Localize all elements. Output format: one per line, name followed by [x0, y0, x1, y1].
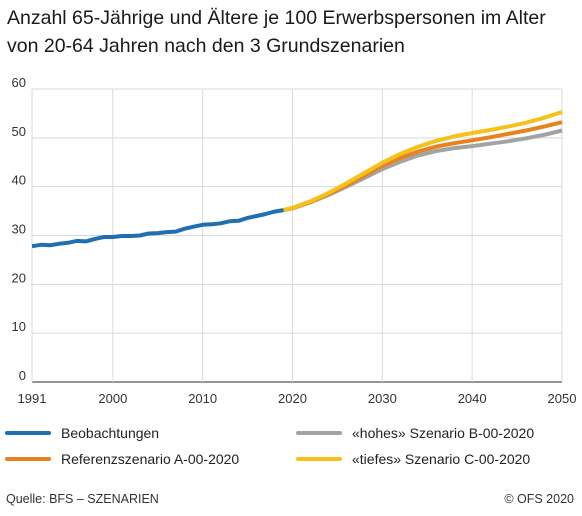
legend-swatch-referenzszenario	[5, 457, 51, 461]
legend-item-beobachtungen: Beobachtungen	[5, 425, 159, 441]
y-tick-label: 30	[12, 222, 26, 237]
legend-swatch-hohes-szenario	[296, 431, 342, 435]
x-tick-label: 2040	[458, 391, 487, 406]
y-tick-label: 10	[12, 319, 26, 334]
chart-grid	[31, 88, 563, 383]
x-tick-label: 2010	[188, 391, 217, 406]
series-line-1	[283, 128, 563, 213]
y-tick-label: 40	[12, 173, 26, 188]
legend-item-hohes-szenario: «hohes» Szenario B-00-2020	[296, 425, 534, 441]
x-tick-label: 2030	[368, 391, 397, 406]
x-tick-label: 2050	[548, 391, 577, 406]
legend-swatch-tiefes-szenario	[296, 457, 342, 461]
y-axis-ticks: 0 10 20 30 40 50 60	[12, 75, 26, 383]
legend-item-referenzszenario: Referenzszenario A-00-2020	[5, 451, 239, 467]
legend-item-tiefes-szenario: «tiefes» Szenario C-00-2020	[296, 451, 530, 467]
x-tick-label: 2020	[278, 391, 307, 406]
y-tick-label: 0	[19, 368, 26, 383]
y-tick-label: 20	[12, 270, 26, 285]
legend-label-tiefes-szenario: «tiefes» Szenario C-00-2020	[352, 451, 531, 467]
series-line-0	[31, 208, 284, 249]
series-line-3	[282, 110, 563, 213]
chart-series	[31, 110, 563, 249]
y-tick-label: 60	[12, 75, 26, 90]
legend-label-hohes-szenario: «hohes» Szenario B-00-2020	[352, 425, 535, 441]
x-axis-ticks: 1991 2000 2010 2020 2030 2040 2050	[18, 391, 577, 406]
x-tick-label: 1991	[18, 391, 47, 406]
y-tick-label: 50	[12, 124, 26, 139]
x-tick-label: 2000	[98, 391, 127, 406]
copyright-note: © OFS 2020	[504, 492, 574, 506]
legend-label-beobachtungen: Beobachtungen	[61, 425, 160, 441]
legend-label-referenzszenario: Referenzszenario A-00-2020	[61, 451, 240, 467]
source-note: Quelle: BFS – SZENARIEN	[6, 492, 159, 506]
chart-legend: Beobachtungen Referenzszenario A-00-2020…	[0, 421, 582, 471]
legend-swatch-beobachtungen	[5, 431, 51, 435]
series-line-2	[283, 120, 563, 213]
chart-title: Anzahl 65-Jährige und Ältere je 100 Erwe…	[7, 7, 546, 57]
